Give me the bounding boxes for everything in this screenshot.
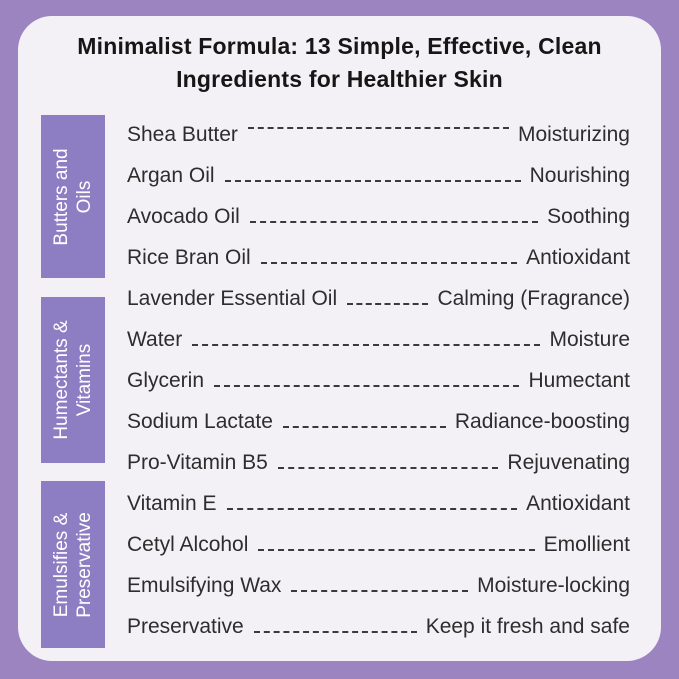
ingredient-row: Sodium Lactate Radiance-boosting (127, 402, 630, 443)
group-label-line: Humectants & (51, 320, 72, 440)
ingredient-row: Water Moisture (127, 319, 630, 360)
group-label-butters-and-oils: Butters and Oils (41, 115, 105, 278)
ingredient-benefit: Rejuvenating (507, 451, 630, 475)
ingredient-name: Cetyl Alcohol (127, 533, 249, 557)
ingredient-benefit: Moisture-locking (477, 574, 630, 598)
dashed-leader (214, 384, 520, 387)
group-label-humectants-and-vitamins: Humectants & Vitamins (41, 297, 105, 463)
ingredient-name: Lavender Essential Oil (127, 286, 338, 310)
ingredient-name: Glycerin (127, 368, 205, 392)
dashed-leader (226, 508, 518, 511)
ingredient-name: Shea Butter (127, 122, 238, 146)
ingredient-row: Rice Bran Oil Antioxidant (127, 237, 630, 278)
ingredient-benefit: Moisture (549, 327, 630, 351)
dashed-leader (192, 343, 541, 346)
group-label-line: Butters and (51, 147, 72, 246)
ingredient-row: Vitamin E Antioxidant (127, 484, 630, 525)
group-label-text: Butters and Oils (50, 148, 96, 245)
dashed-leader (277, 467, 499, 470)
ingredient-row: Pro-Vitamin B5 Rejuvenating (127, 443, 630, 484)
dashed-leader (253, 631, 417, 634)
dashed-leader (282, 426, 446, 429)
ingredient-name: Argan Oil (127, 163, 215, 187)
ingredient-row: Preservative Keep it fresh and safe (127, 607, 630, 648)
dashed-leader (249, 220, 539, 223)
ingredient-list: Shea Butter Moisturizing Argan Oil Nouri… (127, 114, 630, 648)
ingredient-benefit: Antioxidant (526, 492, 630, 516)
ingredient-name: Preservative (127, 615, 244, 639)
ingredient-row: Emulsifying Wax Moisture-locking (127, 566, 630, 607)
ingredient-name: Vitamin E (127, 492, 217, 516)
ingredient-name: Water (127, 327, 183, 351)
group-label-text: Humectants & Vitamins (50, 320, 96, 439)
ingredient-benefit: Emollient (543, 533, 630, 557)
ingredient-benefit: Calming (Fragrance) (437, 286, 630, 310)
ingredient-row: Avocado Oil Soothing (127, 196, 630, 237)
page-title: Minimalist Formula: 13 Simple, Effective… (30, 30, 649, 96)
content-card (18, 16, 661, 661)
ingredient-benefit: Keep it fresh and safe (425, 615, 630, 639)
ingredient-row: Lavender Essential Oil Calming (Fragranc… (127, 278, 630, 319)
dashed-leader (224, 179, 521, 182)
ingredient-benefit: Soothing (547, 204, 630, 228)
group-label-line: Preservative (74, 511, 95, 618)
ingredient-name: Rice Bran Oil (127, 245, 251, 269)
ingredient-benefit: Nourishing (529, 163, 630, 187)
dashed-leader (291, 590, 469, 593)
ingredient-benefit: Moisturizing (517, 122, 630, 146)
group-label-line: Vitamins (74, 343, 95, 417)
ingredient-name: Avocado Oil (127, 204, 240, 228)
title-line-1: Minimalist Formula: 13 Simple, Effective… (77, 33, 602, 59)
ingredient-benefit: Radiance-boosting (454, 410, 630, 434)
ingredient-name: Sodium Lactate (127, 410, 273, 434)
group-label-line: Oils (74, 180, 95, 213)
ingredient-row: Glycerin Humectant (127, 360, 630, 401)
ingredient-benefit: Humectant (528, 368, 630, 392)
ingredient-row: Shea Butter Moisturizing (127, 114, 630, 155)
group-label-text: Emulsifies & Preservative (50, 512, 96, 618)
ingredient-name: Emulsifying Wax (127, 574, 282, 598)
ingredient-name: Pro-Vitamin B5 (127, 451, 268, 475)
ingredient-benefit: Antioxidant (526, 245, 630, 269)
title-line-2: Ingredients for Healthier Skin (176, 66, 503, 92)
dashed-leader (247, 126, 509, 129)
group-label-line: Emulsifies & (51, 512, 72, 617)
ingredient-row: Argan Oil Nourishing (127, 155, 630, 196)
dashed-leader (260, 261, 518, 264)
dashed-leader (347, 302, 429, 305)
dashed-leader (258, 549, 535, 552)
group-label-emulsifies-and-preservative: Emulsifies & Preservative (41, 481, 105, 648)
ingredient-row: Cetyl Alcohol Emollient (127, 525, 630, 566)
